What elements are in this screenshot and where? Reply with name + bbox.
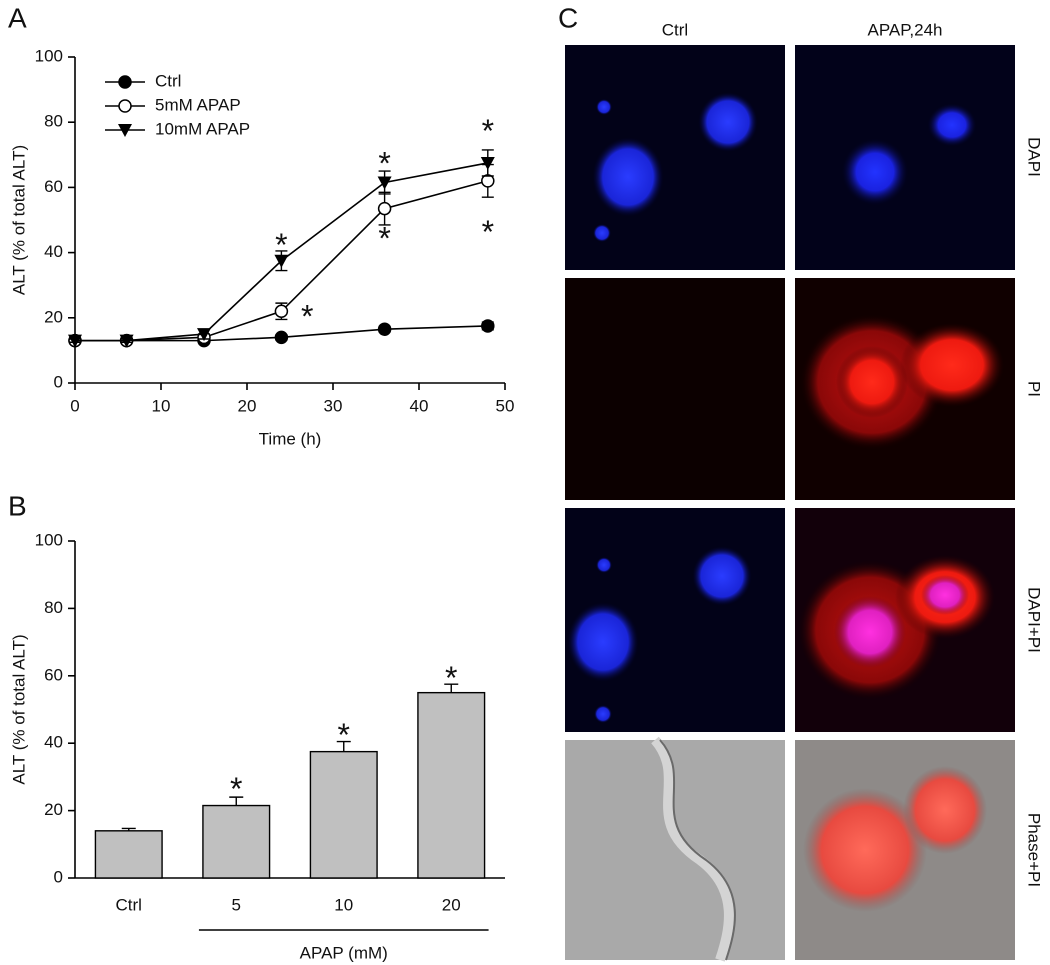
marker — [274, 330, 289, 345]
legend-marker — [118, 75, 132, 89]
x-tick-label: 20 — [442, 895, 461, 914]
annotation: * — [445, 660, 457, 696]
bar — [309, 750, 378, 879]
marker — [68, 334, 82, 348]
error-bar — [229, 796, 244, 806]
annotation: * — [482, 214, 494, 250]
micrograph — [565, 278, 785, 500]
y-tick-label: 20 — [44, 307, 63, 326]
nucleus — [836, 346, 908, 418]
nucleus — [927, 103, 977, 147]
nucleus — [921, 575, 969, 615]
nucleus — [594, 705, 612, 723]
x-tick-label: 20 — [238, 396, 257, 415]
x-tick-label: 30 — [324, 396, 343, 415]
y-tick-label: 80 — [44, 598, 63, 617]
nucleus — [596, 557, 612, 573]
y-tick-label: 40 — [44, 242, 63, 261]
y-axis-label: ALT (% of total ALT) — [9, 145, 28, 295]
annotation: * — [230, 771, 242, 807]
marker — [197, 328, 211, 342]
panel-label: C — [558, 2, 578, 33]
x-axis-label: Time (h) — [259, 429, 322, 448]
bar — [94, 830, 163, 879]
column-label: Ctrl — [662, 20, 688, 39]
nucleus — [567, 602, 639, 682]
marker — [274, 254, 289, 268]
y-tick-label: 100 — [35, 530, 63, 549]
nucleus — [596, 99, 612, 115]
nucleus — [698, 92, 758, 152]
micrograph-grid — [565, 45, 1015, 962]
marker — [119, 334, 134, 348]
x-tick-label: 10 — [152, 396, 171, 415]
panel-label: B — [8, 490, 27, 521]
nucleus — [592, 137, 664, 217]
x-tick-label: Ctrl — [116, 895, 142, 914]
y-axis-label: ALT (% of total ALT) — [9, 634, 28, 784]
marker — [274, 304, 289, 319]
annotation: * — [378, 146, 390, 182]
bar — [417, 691, 486, 879]
marker — [480, 156, 495, 170]
y-tick-label: 20 — [44, 800, 63, 819]
cell — [903, 766, 987, 854]
series-line — [75, 162, 488, 342]
x-tick-label: 5 — [232, 895, 241, 914]
annotation: * — [482, 113, 494, 149]
nucleus — [692, 546, 752, 606]
marker — [377, 176, 392, 190]
micrograph — [565, 740, 785, 960]
marker — [377, 322, 392, 336]
y-tick-label: 80 — [44, 112, 63, 131]
cell — [900, 323, 1004, 407]
y-tick-label: 100 — [35, 46, 63, 65]
y-tick-label: 0 — [54, 867, 63, 886]
bar — [202, 804, 271, 879]
marker — [377, 201, 392, 216]
row-label: DAPI — [1025, 137, 1044, 177]
annotation: * — [275, 227, 287, 263]
x-tick-label: 40 — [410, 396, 429, 415]
cell-edge — [659, 739, 736, 961]
annotation: * — [301, 299, 313, 335]
column-label: APAP,24h — [868, 20, 943, 39]
x-axis-label: APAP (mM) — [300, 943, 388, 962]
annotation: * — [338, 717, 350, 753]
error-bar — [336, 740, 351, 752]
y-tick-label: 60 — [44, 177, 63, 196]
nucleus — [834, 596, 906, 668]
legend-label: 5mM APAP — [155, 95, 241, 114]
marker — [481, 319, 495, 333]
nucleus — [841, 138, 909, 206]
x-tick-label: 50 — [496, 396, 515, 415]
micrograph-labels: C Ctrl APAP,24h DAPI PI DAPI+PI Phase+PI — [558, 2, 1044, 887]
row-label: Phase+PI — [1025, 813, 1044, 887]
legend-marker — [118, 99, 132, 113]
cell — [803, 788, 927, 912]
row-label: DAPI+PI — [1025, 587, 1044, 653]
error-bar — [444, 683, 459, 693]
cell-edge — [651, 736, 734, 962]
legend-label: Ctrl — [155, 71, 181, 90]
annotation: * — [378, 220, 390, 256]
panel-label: A — [8, 2, 27, 33]
legend-label: 10mM APAP — [155, 119, 250, 138]
legend-marker — [118, 124, 132, 137]
y-tick-label: 0 — [54, 372, 63, 391]
y-tick-label: 40 — [44, 733, 63, 752]
x-tick-label: 10 — [334, 895, 353, 914]
x-tick-label: 0 — [70, 396, 79, 415]
nucleus — [593, 224, 611, 242]
row-label: PI — [1025, 381, 1044, 397]
y-tick-label: 60 — [44, 665, 63, 684]
